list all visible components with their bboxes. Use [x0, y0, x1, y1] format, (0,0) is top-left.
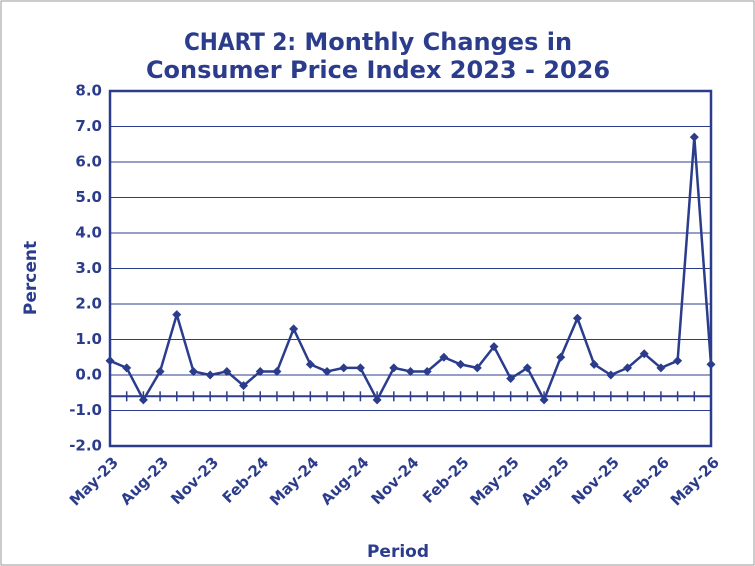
point	[422, 366, 432, 376]
point	[105, 356, 115, 366]
x-axis-label: Period	[367, 542, 429, 562]
y-tick-label: -2.0	[69, 437, 102, 455]
point	[639, 349, 649, 359]
point	[205, 370, 215, 380]
point	[188, 366, 198, 376]
point	[222, 366, 232, 376]
point	[138, 395, 148, 405]
point	[489, 342, 499, 352]
point	[556, 352, 566, 362]
point	[472, 363, 482, 373]
y-tick-label: 0.0	[75, 366, 102, 384]
point	[272, 366, 282, 376]
point	[572, 313, 582, 323]
point	[372, 395, 382, 405]
chart-title: Consumer Price Index 2023 - 2026	[146, 56, 610, 84]
point	[172, 310, 182, 320]
y-axis-label: Percent	[21, 241, 41, 315]
point	[623, 363, 633, 373]
y-tick-label: 2.0	[75, 295, 102, 313]
y-tick-label: 7.0	[75, 117, 102, 135]
chart-title: CHART 2: Monthly Changes in	[184, 28, 572, 56]
point	[606, 370, 616, 380]
y-tick-label: 1.0	[75, 330, 102, 348]
point	[689, 132, 699, 142]
point	[706, 359, 716, 369]
point	[673, 356, 683, 366]
y-tick-label: 5.0	[75, 188, 102, 206]
point	[322, 366, 332, 376]
point	[122, 363, 132, 373]
point	[656, 363, 666, 373]
point	[456, 359, 466, 369]
title-prefix: CHART 2:	[184, 28, 296, 56]
point	[589, 359, 599, 369]
point	[155, 366, 165, 376]
point	[506, 374, 516, 384]
point	[289, 324, 299, 334]
point	[406, 366, 415, 376]
point	[339, 363, 349, 373]
point	[439, 352, 449, 362]
point	[389, 363, 399, 373]
point	[522, 363, 532, 373]
point	[305, 359, 315, 369]
y-tick-label: 8.0	[75, 82, 102, 100]
point	[539, 395, 549, 405]
plot-frame	[108, 89, 713, 448]
y-tick-label: -1.0	[69, 401, 102, 419]
point	[255, 366, 265, 376]
y-tick-label: 3.0	[75, 259, 102, 277]
y-tick-label: 4.0	[75, 224, 102, 242]
point	[239, 381, 249, 391]
point	[355, 363, 365, 373]
y-tick-label: 6.0	[75, 153, 102, 171]
title-line: Monthly Changes in	[304, 28, 572, 56]
